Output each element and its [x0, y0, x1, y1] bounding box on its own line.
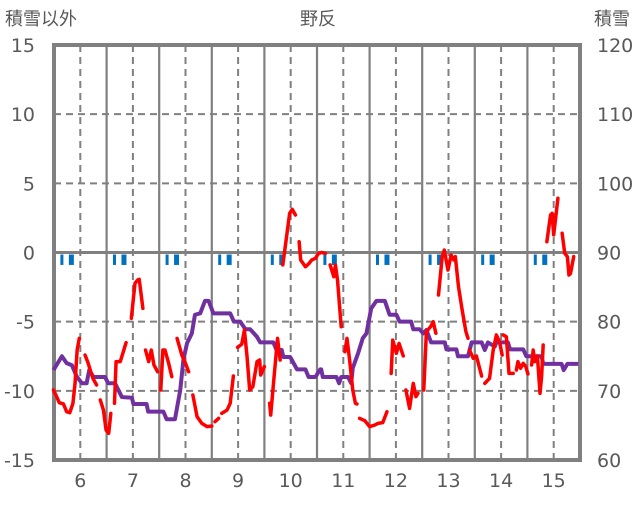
event-marker: [428, 254, 432, 265]
temperature-line-segment: [281, 207, 298, 267]
temperature-line-segment: [129, 277, 145, 321]
temperature-line-segment: [175, 336, 191, 374]
x-tick-label: 6: [74, 470, 86, 492]
event-marker: [384, 254, 390, 265]
right-y-tick-label: 100: [597, 173, 633, 195]
temperature-line-segment: [422, 319, 438, 392]
temperature-line-segment: [191, 393, 214, 429]
left-y-tick-label: 0: [23, 243, 35, 265]
right-y-tick-label: 110: [597, 104, 633, 126]
event-marker: [226, 254, 232, 265]
event-marker: [112, 254, 116, 265]
temperature-line-segment: [436, 248, 456, 297]
x-tick-label: 8: [179, 470, 191, 492]
temperature-line-segment: [483, 333, 504, 386]
plot-border: [52, 43, 582, 462]
gridlines: [52, 43, 582, 462]
temperature-line-segment: [501, 333, 515, 376]
temperature-line-segment: [213, 416, 221, 424]
left-y-tick-label: -15: [4, 450, 35, 472]
x-tick-label: 14: [489, 470, 513, 492]
temperature-line-segment: [343, 336, 359, 406]
temperature-line-segment: [98, 398, 113, 436]
event-marker: [542, 254, 548, 265]
temperature-line-segment: [514, 359, 530, 376]
temperature-line-segment: [220, 374, 236, 416]
temperature-line-segment: [560, 231, 576, 277]
event-marker: [437, 254, 443, 265]
temperature-line-segment: [83, 353, 99, 387]
left-y-tick-label: 5: [23, 173, 35, 195]
snow-depth-line: [51, 298, 579, 422]
temperature-line-segment: [328, 263, 343, 329]
right-y-tick-label: 70: [597, 381, 621, 403]
temperature-line-segment: [357, 409, 389, 429]
x-tick-label: 15: [542, 470, 566, 492]
plot-marks: [51, 196, 579, 436]
event-marker: [60, 254, 64, 265]
temperature-line-segment: [143, 348, 160, 374]
temperature-line-segment: [267, 336, 282, 417]
tick-labels: 15 10 5 0 -5 -10 -15 120 110 100 90 80 70 60 6 7 8 9 10 11 1…: [4, 35, 633, 492]
event-marker: [218, 254, 222, 265]
left-y-tick-label: -10: [4, 381, 35, 403]
chart-title: 野反: [300, 9, 336, 30]
event-marker: [533, 254, 537, 265]
temperature-line-segment: [545, 196, 560, 244]
temperature-line-segment: [159, 348, 174, 392]
x-tick-label: 13: [436, 470, 460, 492]
x-tick-label: 10: [279, 470, 303, 492]
x-tick-label: 9: [232, 470, 244, 492]
event-marker: [489, 254, 495, 265]
event-marker: [375, 254, 379, 265]
temperature-line-segment: [453, 254, 470, 341]
event-marker: [331, 254, 337, 265]
x-tick-label: 7: [127, 470, 139, 492]
left-y-tick-label: 10: [11, 104, 35, 126]
temperature-line-segment: [112, 340, 128, 406]
right-y-tick-label: 80: [597, 312, 621, 334]
right-axis-title: 積雪: [594, 9, 630, 30]
right-y-tick-label: 60: [597, 450, 621, 472]
left-y-tick-label: -5: [16, 312, 35, 334]
left-axis-title: 積雪以外: [5, 9, 77, 30]
left-y-tick-label: 15: [11, 35, 35, 57]
right-y-tick-label: 90: [597, 243, 621, 265]
x-tick-label: 12: [384, 470, 408, 492]
event-marker: [270, 254, 274, 265]
event-marker: [121, 254, 127, 265]
temperature-line-segment: [51, 336, 81, 415]
event-marker: [165, 254, 169, 265]
temperature-line-segment: [529, 343, 545, 396]
temperature-line-segment: [389, 338, 406, 376]
event-marker: [68, 254, 74, 265]
temperature-line-segment: [467, 348, 484, 378]
event-marker: [174, 254, 180, 265]
event-marker: [323, 254, 327, 265]
right-y-tick-label: 120: [597, 35, 633, 57]
temperature-line-segment: [235, 328, 267, 392]
event-marker: [481, 254, 485, 265]
temperature-line-segment: [297, 239, 328, 269]
x-tick-label: 11: [331, 470, 355, 492]
temperature-line-segment: [404, 381, 420, 411]
